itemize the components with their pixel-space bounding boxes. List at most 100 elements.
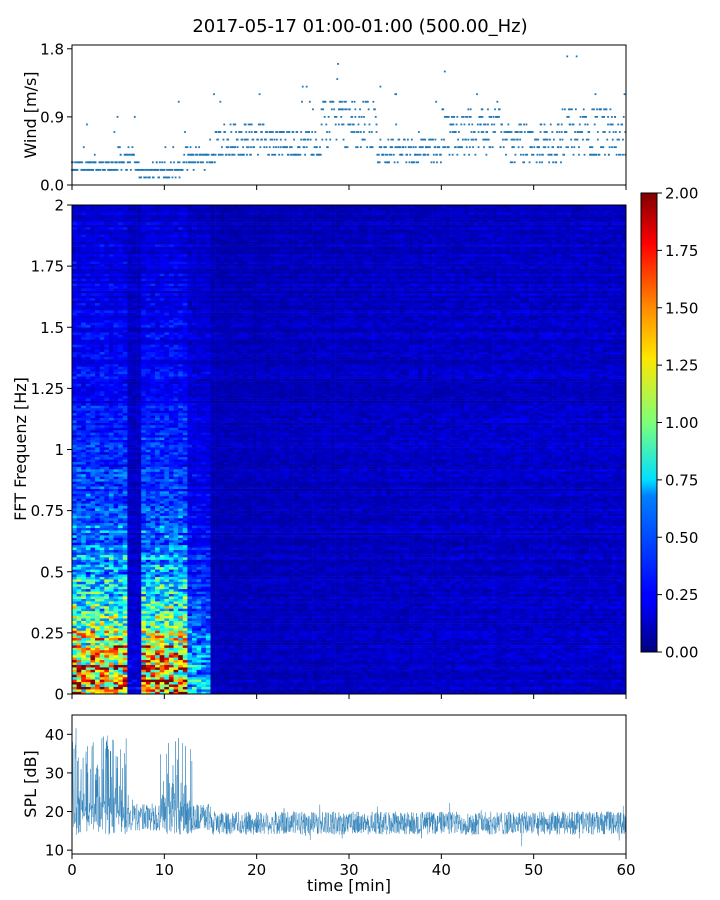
spectrogram-cell xyxy=(99,610,105,614)
spectrogram-cell xyxy=(108,645,114,648)
spectrogram-cell xyxy=(108,449,114,453)
spectrogram-cell xyxy=(113,300,119,304)
wind-point xyxy=(292,131,295,133)
spectrogram-cell xyxy=(99,532,105,536)
spectrogram-cell xyxy=(90,654,96,658)
spectrogram-cell xyxy=(72,302,77,306)
spectrogram-cell xyxy=(150,312,156,316)
spectrogram-cell xyxy=(108,583,114,587)
spectrogram-cell xyxy=(118,664,124,668)
spectrogram-cell xyxy=(76,569,82,573)
spectrogram-cell xyxy=(76,432,82,436)
spectrogram-cell xyxy=(95,351,100,355)
spectrogram-cell xyxy=(113,561,119,565)
spectrogram-cell xyxy=(104,366,110,370)
wind-point xyxy=(428,146,431,149)
spectrogram-cell xyxy=(141,454,147,458)
spectrogram-cell xyxy=(76,464,82,467)
spectrogram-cell xyxy=(108,451,114,455)
spectrogram-cell xyxy=(72,251,77,255)
spectrogram-cell xyxy=(132,383,137,387)
spectrogram-cell xyxy=(155,530,161,533)
spectrogram-cell xyxy=(145,491,151,494)
spectrogram-cell xyxy=(150,483,156,487)
spectrogram-cell xyxy=(145,522,151,526)
spectrogram-cell xyxy=(104,596,110,599)
spectrogram-cell xyxy=(132,315,137,318)
spectrogram-cell xyxy=(127,542,133,546)
spectrogram-cell xyxy=(81,271,87,274)
wind-point xyxy=(231,146,234,149)
spectrogram-cell xyxy=(113,315,119,318)
spectrogram-cell xyxy=(99,691,105,695)
spectrogram-cell xyxy=(95,601,100,604)
spectrogram-cell xyxy=(141,288,147,291)
spectrogram-cell xyxy=(113,598,119,602)
spectrogram-cell xyxy=(127,610,133,614)
spectrogram-cell xyxy=(99,642,105,646)
spectrogram-cell xyxy=(113,662,119,665)
spectrogram-cell xyxy=(90,461,96,465)
spectrogram-cell xyxy=(104,278,110,282)
spectrogram-cell xyxy=(113,363,119,367)
wind-point xyxy=(567,115,570,118)
spectrogram-cell xyxy=(141,630,147,634)
spectrogram-cell xyxy=(155,623,161,626)
spectrogram-cell xyxy=(150,466,156,470)
spectrogram-cell xyxy=(99,351,105,355)
spectrogram-cell xyxy=(81,256,87,260)
wind-point xyxy=(186,146,189,149)
spectrogram-cell xyxy=(159,588,165,592)
spectrogram-cell xyxy=(90,591,96,595)
spectrogram-cell xyxy=(113,442,119,445)
spectrogram-cell xyxy=(136,527,142,531)
spectrogram-cell xyxy=(104,422,110,426)
spectrogram-cell xyxy=(81,510,87,514)
wind-point xyxy=(560,146,562,149)
spectrogram-cell xyxy=(136,679,142,683)
spectrogram-cell xyxy=(155,366,161,370)
spectrogram-cell xyxy=(85,649,91,653)
spectrogram-cell xyxy=(122,334,128,338)
spectrogram-cell xyxy=(155,664,161,668)
spectrogram-cell xyxy=(76,205,82,208)
spectrogram-cell xyxy=(81,337,87,340)
spectrogram-cell xyxy=(136,478,142,482)
spectrogram-cell xyxy=(81,586,87,590)
spectrogram-cell xyxy=(81,613,87,617)
wind-point xyxy=(191,161,194,164)
spectrogram-cell xyxy=(113,359,119,362)
spectrogram-cell xyxy=(141,449,147,453)
spectrogram-cell xyxy=(132,266,137,269)
spectrogram-cell xyxy=(108,486,114,489)
spectrogram-cell xyxy=(95,407,100,411)
spectrogram-cells xyxy=(72,205,627,695)
wind-point xyxy=(607,115,609,118)
spectrogram-cell xyxy=(99,209,105,213)
wind-point xyxy=(521,146,524,149)
wind-point xyxy=(447,146,450,149)
wind-point xyxy=(378,146,381,149)
spectrogram-cell xyxy=(136,388,142,392)
spectrogram-cell xyxy=(159,422,165,426)
spectrogram-cell xyxy=(90,251,96,255)
spectrogram-cell xyxy=(122,212,128,216)
spectrogram-cell xyxy=(81,219,87,223)
spectrogram-cell xyxy=(104,451,110,455)
spectrogram-cell xyxy=(90,596,96,599)
spectrogram-cell xyxy=(95,610,100,614)
spectrogram-cell xyxy=(113,224,119,228)
spectrogram-cell xyxy=(99,447,105,450)
spectrogram-cell xyxy=(85,495,91,499)
spectrogram-cell xyxy=(136,359,142,362)
spectrogram-cell xyxy=(145,583,151,587)
spectrogram-cell xyxy=(104,610,110,614)
wind-point xyxy=(557,146,560,149)
spectrogram-cell xyxy=(81,393,87,397)
spectrogram-cell xyxy=(132,618,137,621)
spectrogram-cell xyxy=(113,432,119,436)
spectrogram-cell xyxy=(150,234,156,238)
spectrogram-cell xyxy=(150,476,156,480)
spectrogram-cell xyxy=(122,317,128,321)
wind-point xyxy=(250,146,252,149)
